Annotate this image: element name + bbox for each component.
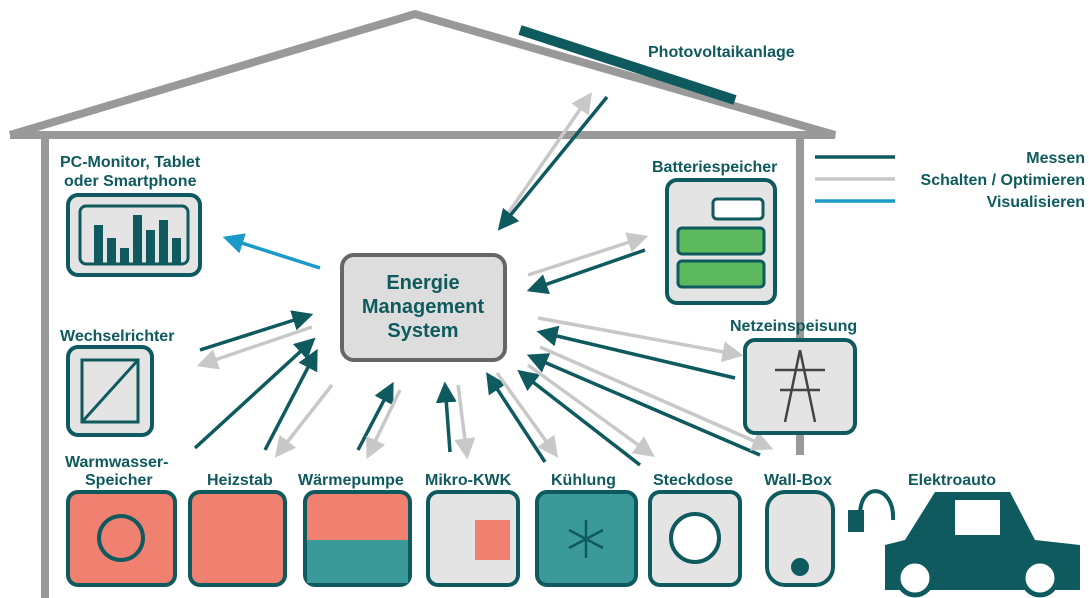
node-label: Heizstab bbox=[207, 472, 273, 489]
node-label: Wärmepumpe bbox=[298, 472, 404, 489]
node-label: Wall-Box bbox=[764, 472, 832, 489]
node-label: Warmwasser- bbox=[65, 454, 168, 471]
pv-panel bbox=[520, 30, 735, 100]
node-label: Netzeinspeisung bbox=[730, 318, 857, 335]
node-label: Kühlung bbox=[551, 472, 616, 489]
ems-line: System bbox=[387, 320, 458, 342]
monitor: PC-Monitor, Tablet oder Smartphone bbox=[60, 154, 201, 275]
node-label: Wechselrichter bbox=[60, 328, 174, 345]
legend-label: Messen bbox=[1026, 150, 1085, 167]
ems: Energie Management System bbox=[342, 255, 505, 360]
node-label: Steckdose bbox=[653, 472, 733, 489]
node-label: Batteriespeicher bbox=[652, 159, 777, 176]
node-label: Mikro-KWK bbox=[425, 472, 512, 489]
node-label: oder Smartphone bbox=[64, 173, 197, 190]
diagram: Photovoltaikanlage Messen Schalten / Opt… bbox=[0, 0, 1089, 598]
bottom-row: Warmwasser- Speicher Heizstab Wärmepumpe… bbox=[65, 454, 833, 585]
pv-label: Photovoltaikanlage bbox=[648, 44, 795, 61]
inverter: Wechselrichter bbox=[60, 328, 174, 435]
ems-line: Management bbox=[362, 296, 485, 318]
legend: Messen Schalten / Optimieren Visualisier… bbox=[815, 150, 1085, 211]
car: Elektroauto bbox=[848, 472, 1080, 595]
node-label: Speicher bbox=[85, 472, 153, 489]
battery: Batteriespeicher bbox=[652, 159, 777, 303]
legend-label: Visualisieren bbox=[987, 194, 1085, 211]
node-label: PC-Monitor, Tablet bbox=[60, 154, 201, 171]
ems-line: Energie bbox=[386, 272, 459, 294]
legend-label: Schalten / Optimieren bbox=[921, 172, 1085, 189]
grid-feed: Netzeinspeisung bbox=[730, 318, 857, 433]
node-label: Elektroauto bbox=[908, 472, 996, 489]
